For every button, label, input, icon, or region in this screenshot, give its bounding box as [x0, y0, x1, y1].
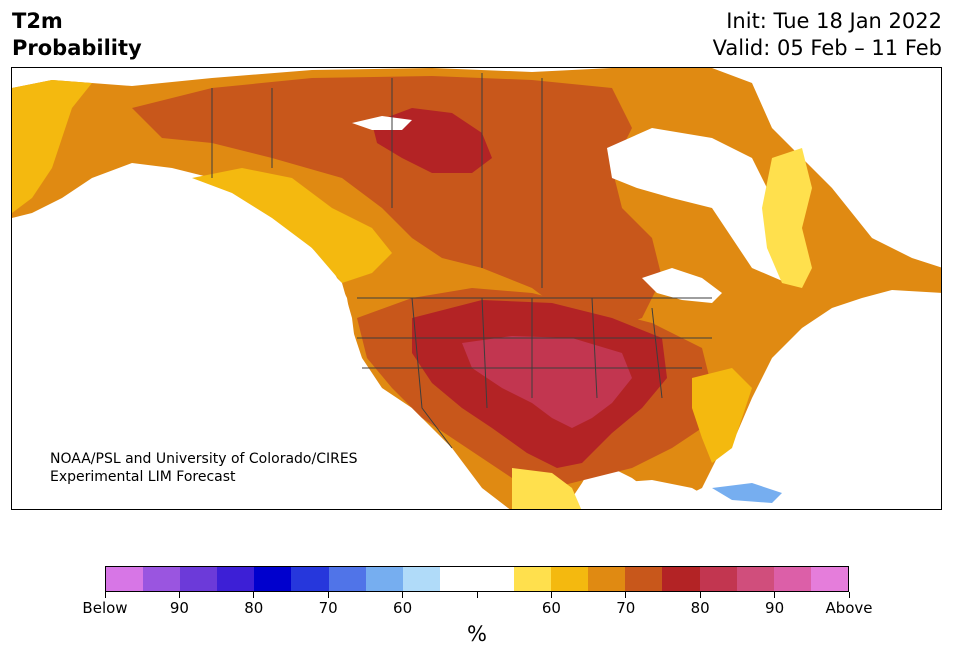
colorbar-tick	[625, 592, 627, 598]
colorbar-tick-label: 80	[690, 599, 710, 617]
colorbar-swatch	[254, 567, 292, 591]
colorbar-unit: %	[467, 622, 487, 646]
colorbar-swatch	[217, 567, 255, 591]
region-canada-interior	[132, 76, 662, 328]
colorbar-swatch	[402, 567, 440, 591]
colorbar-tick	[253, 592, 255, 598]
forecast-dates: Init: Tue 18 Jan 2022 Valid: 05 Feb – 11…	[713, 8, 942, 62]
colorbar-swatch	[551, 567, 589, 591]
quantity-label: Probability	[12, 36, 142, 60]
colorbar-tick-label: 70	[318, 599, 338, 617]
credit-text: NOAA/PSL and University of Colorado/CIRE…	[50, 450, 358, 486]
probability-map-svg	[12, 68, 941, 509]
map-title: T2m Probability	[12, 8, 142, 62]
colorbar-swatch	[328, 567, 366, 591]
colorbar-swatch	[439, 567, 477, 591]
political-borders	[211, 73, 712, 449]
init-date: Init: Tue 18 Jan 2022	[726, 9, 942, 33]
colorbar-tick-label: 80	[244, 599, 264, 617]
colorbar-swatch	[662, 567, 700, 591]
colorbar-swatch	[588, 567, 626, 591]
pacific-water	[12, 188, 466, 509]
region-bc	[192, 168, 392, 283]
colorbar-tick	[550, 592, 552, 598]
region-southeast-yellow	[692, 368, 752, 463]
colorbar-tick-label: Above	[825, 599, 873, 617]
valid-range: Valid: 05 Feb – 11 Feb	[712, 36, 942, 60]
colorbar-swatch	[810, 567, 848, 591]
forecast-map: NOAA/PSL and University of Colorado/CIRE…	[11, 67, 942, 510]
colorbar-tick-label: 60	[541, 599, 561, 617]
colorbar-swatch	[291, 567, 329, 591]
cuba-below-normal	[712, 483, 782, 503]
colorbar-swatch	[514, 567, 552, 591]
great-lakes	[642, 268, 722, 303]
region-labrador-yellow	[762, 148, 812, 288]
colorbar-swatch	[476, 567, 515, 591]
region-texas-pink	[462, 336, 632, 428]
colorbar-tick	[774, 592, 776, 598]
colorbar-swatch	[699, 567, 737, 591]
region-mexico-yellow	[512, 468, 582, 509]
colorbar-tick	[848, 592, 850, 598]
colorbar-tick	[699, 592, 701, 598]
hudson-bay-water	[352, 116, 412, 130]
gulf-water	[584, 480, 729, 509]
colorbar-tick	[402, 592, 404, 598]
region-quebec-normal	[607, 128, 802, 283]
colorbar-tick-label: 70	[616, 599, 636, 617]
colorbar-swatch	[625, 567, 663, 591]
colorbar-swatch	[773, 567, 811, 591]
region-alaska	[12, 80, 92, 213]
colorbar-tick-label: Below	[82, 599, 128, 617]
colorbar-swatch	[106, 567, 144, 591]
colorbar-tick-label: 90	[765, 599, 785, 617]
credit-line-1: NOAA/PSL and University of Colorado/CIRE…	[50, 451, 358, 467]
colorbar-tick	[476, 592, 478, 598]
colorbar-tick-label: 90	[169, 599, 189, 617]
colorbar-swatch	[736, 567, 774, 591]
colorbar-tick	[104, 592, 106, 598]
colorbar-tick	[178, 592, 180, 598]
colorbar-tick	[327, 592, 329, 598]
colorbar	[105, 566, 849, 592]
colorbar-tick-label: 60	[393, 599, 413, 617]
credit-line-2: Experimental LIM Forecast	[50, 469, 236, 485]
variable-label: T2m	[12, 9, 63, 33]
colorbar-swatch	[365, 567, 403, 591]
colorbar-swatch	[143, 567, 181, 591]
colorbar-swatch	[180, 567, 218, 591]
